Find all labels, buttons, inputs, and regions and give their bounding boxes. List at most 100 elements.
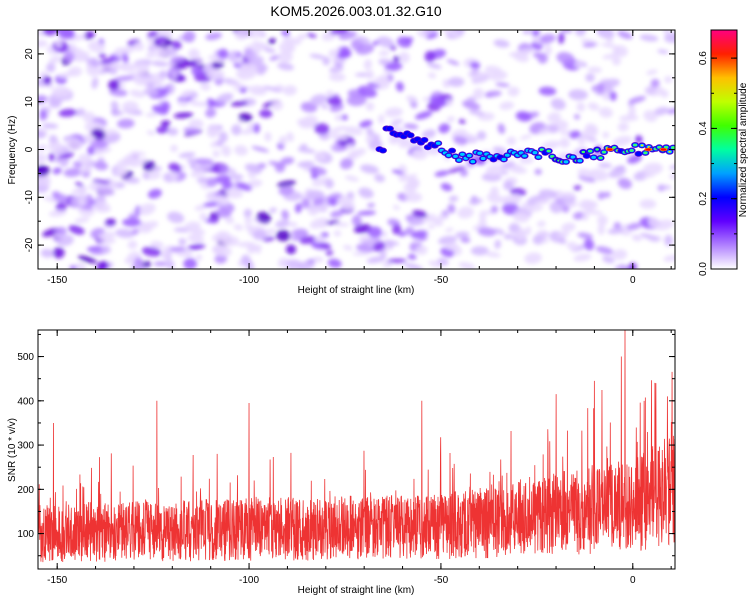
spectrogram-blob [664, 32, 675, 43]
spectrogram-blob [334, 114, 344, 122]
spectrogram-blob [619, 114, 639, 122]
spectrogram-blob [42, 123, 59, 129]
spectrogram-blob [167, 211, 185, 224]
snr-y-axis: 100 200 300 400 500 [17, 333, 675, 557]
spectrogram-blob [77, 255, 97, 264]
spectrogram-blob [143, 88, 159, 97]
spectrogram-blob [55, 30, 75, 38]
spectrogram-blob [617, 177, 632, 189]
spectrogram-blob [323, 194, 343, 200]
spectrogram-blob [583, 209, 603, 215]
spectrogram-blob [558, 32, 565, 45]
spectrogram-x-tick-label: -100 [239, 275, 259, 286]
spectrogram-blob [53, 193, 69, 203]
track-green [643, 151, 648, 155]
spectrogram-blob [206, 69, 225, 80]
track-green [588, 149, 592, 153]
spectrogram-blob [236, 182, 253, 191]
spectrogram-blob [206, 177, 218, 188]
track-cyan [591, 155, 597, 159]
snr-x-axis: -150 -100 -50 0 [47, 330, 672, 586]
spectrogram-blob [515, 229, 526, 241]
spectrogram-blob [603, 191, 611, 198]
spectrogram-blob [428, 72, 437, 79]
spectrogram-blob [69, 265, 77, 269]
spectrogram-blob [653, 106, 669, 116]
spectrogram-blob [280, 156, 295, 165]
spectrogram-blob [390, 119, 403, 125]
spectrogram-blob [142, 171, 150, 180]
spectrogram-blob [438, 123, 451, 134]
snr-x-tick-label: 0 [630, 575, 636, 586]
spectrogram-blob [241, 254, 251, 266]
spectrogram-blob [38, 153, 48, 165]
spectrogram-blob [446, 116, 455, 123]
spectrogram-blob [445, 227, 454, 233]
spectrogram-blob [577, 232, 594, 239]
spectrogram-blob [314, 235, 326, 243]
spectrogram-blob [146, 51, 157, 59]
spectrogram-blob [446, 166, 466, 174]
spectrogram-blob [643, 110, 658, 122]
spectrogram-blob [577, 168, 594, 178]
spectrogram-blob [468, 110, 485, 116]
spectrogram-blob [493, 39, 510, 48]
spectrogram-blob [547, 112, 561, 123]
spectrogram-blob [119, 45, 137, 54]
spectrogram-blob [602, 92, 610, 101]
colorbar-tick-label: 0.6 [698, 51, 709, 65]
spectrogram-blob [238, 112, 253, 122]
spectrogram-blob [116, 157, 134, 169]
spectrogram-blob [52, 167, 62, 175]
spectrogram-blob [188, 48, 200, 61]
snr-frame [37, 329, 676, 570]
spectrogram-blob [408, 218, 426, 227]
spectrogram-blob [484, 65, 503, 75]
spectrogram-blob [211, 233, 228, 243]
spectrogram-blob [569, 130, 581, 139]
spectrogram-blob [171, 72, 178, 80]
spectrogram-blob [282, 85, 297, 96]
spectrogram-blob [332, 58, 347, 64]
spectrogram-blob [205, 108, 217, 118]
track-cyan [535, 155, 541, 159]
spectrogram-blob [247, 30, 265, 39]
spectrogram-blob [573, 253, 592, 262]
colorbar-tick-label: 0.2 [698, 191, 709, 205]
spectrogram-blob [314, 151, 326, 161]
spectrogram-blob [311, 207, 319, 213]
spectrogram-blob [83, 31, 95, 40]
spectrogram-blob [264, 228, 276, 235]
spectrogram-blob [327, 258, 342, 269]
snr-ylabel: SNR (10 * v/v) [7, 418, 18, 482]
spectrogram-blob [154, 36, 167, 44]
spectrogram-blob [654, 219, 674, 231]
spectrogram-blob [78, 197, 86, 207]
spectrogram-blob [559, 137, 570, 149]
spectrogram-y-tick-label: 10 [24, 96, 35, 108]
spectrogram-blob [458, 262, 476, 269]
spectrogram-blob [195, 254, 203, 261]
spectrogram-blob [455, 231, 470, 239]
spectrogram-blob [150, 240, 164, 250]
spectrogram-blob [48, 152, 55, 162]
spectrogram-blob [42, 30, 58, 36]
spectrogram-blob [115, 228, 135, 238]
spectrogram-blob [252, 229, 267, 241]
spectrogram-blob [642, 173, 655, 178]
spectrogram-blob [190, 227, 206, 236]
spectrogram-blob [572, 211, 585, 220]
spectrogram-blob [102, 133, 121, 144]
spectrogram-blob [367, 203, 376, 208]
spectrogram-blob [634, 135, 643, 144]
spectrogram-blob [210, 141, 219, 148]
spectrogram-blob [191, 66, 204, 76]
spectrogram-blob [573, 185, 582, 191]
spectrogram-blob [548, 125, 559, 134]
track-cyan [570, 155, 576, 159]
spectrogram-blob [356, 36, 371, 44]
spectrogram-blob [330, 210, 344, 218]
spectrogram-blob [602, 131, 610, 139]
spectrogram-blob [99, 58, 116, 64]
spectrogram-blob [225, 216, 235, 224]
